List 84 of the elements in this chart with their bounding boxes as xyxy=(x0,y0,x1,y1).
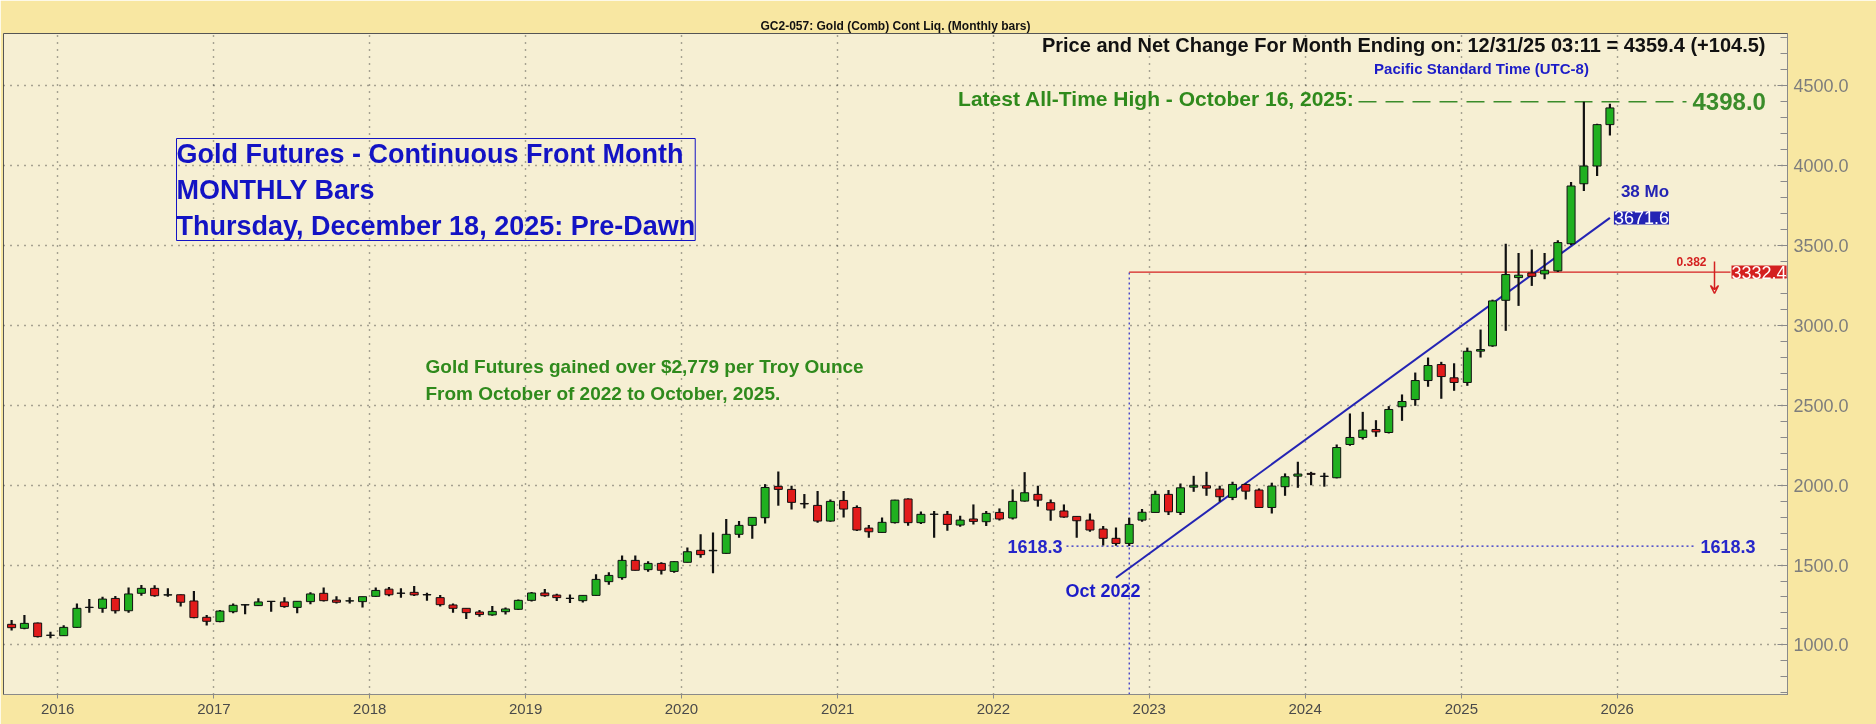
candlestick xyxy=(1033,484,1043,508)
candlestick xyxy=(1111,526,1121,547)
candlestick xyxy=(942,509,952,532)
candlestick xyxy=(45,630,55,640)
candlestick xyxy=(1527,248,1537,288)
candlestick xyxy=(1254,487,1264,509)
candlestick xyxy=(124,586,134,614)
candlestick xyxy=(1072,515,1082,539)
y-tick-label: 4000.0 xyxy=(1793,155,1849,176)
y-tick-label: 3000.0 xyxy=(1793,315,1849,336)
y-tick-label: 1500.0 xyxy=(1793,555,1849,576)
ref-line-label: 3332.4 xyxy=(1731,262,1787,283)
annotation: Latest All-Time High - October 16, 2025: xyxy=(958,87,1354,110)
ref-line-label: 4398.0 xyxy=(1692,88,1766,116)
candlestick xyxy=(721,517,731,555)
candlestick xyxy=(1085,512,1095,533)
annotation: Gold Futures gained over $2,779 per Troy Ounce From October of 2022 to October, 2025. xyxy=(425,356,864,404)
candlestick xyxy=(1514,251,1524,307)
candlestick xyxy=(1164,488,1173,517)
y-tick-label: 2500.0 xyxy=(1793,395,1849,416)
candlestick xyxy=(1384,405,1394,435)
candlestick xyxy=(1476,328,1486,359)
candlestick xyxy=(903,497,913,527)
candlestick xyxy=(396,587,406,599)
candlestick xyxy=(968,503,978,526)
candlestick xyxy=(1293,460,1303,489)
series-label: 38 Mo xyxy=(1620,182,1670,202)
candlestick xyxy=(72,602,82,629)
candlestick xyxy=(1397,393,1407,422)
x-tick-label: 2022 xyxy=(976,699,1011,717)
candlestick xyxy=(813,489,823,524)
candlestick xyxy=(189,589,199,620)
candlestick xyxy=(1124,516,1134,548)
x-tick-label: 2026 xyxy=(1600,699,1634,717)
candlestick xyxy=(1098,524,1108,547)
y-tick-label: 1000.0 xyxy=(1793,635,1849,656)
candlestick xyxy=(1605,102,1615,137)
candlestick xyxy=(787,484,797,511)
candlestick xyxy=(1228,480,1238,502)
annotation: Oct 2022 xyxy=(1065,580,1141,601)
candlestick xyxy=(1150,489,1160,514)
candlestick xyxy=(591,573,601,597)
y-tick-label: 2000.0 xyxy=(1793,475,1849,496)
y-tick-label: 3500.0 xyxy=(1793,235,1849,256)
candlestick xyxy=(773,470,783,507)
candlestick xyxy=(1345,412,1355,447)
x-tick-label: 2019 xyxy=(508,699,543,717)
candlestick xyxy=(852,504,862,533)
candlestick xyxy=(1046,498,1056,522)
x-tick-label: 2023 xyxy=(1132,699,1166,717)
x-tick-label: 2021 xyxy=(820,699,855,717)
candlestick xyxy=(1280,472,1290,497)
x-tick-label: 2018 xyxy=(353,699,387,717)
data-label: 3671.6 xyxy=(1613,208,1669,229)
candlestick xyxy=(617,554,627,581)
y-tick-label: 4500.0 xyxy=(1793,75,1849,96)
chart-subtitle: GC2-057: Gold (Comb) Cont Liq. (Monthly bars) xyxy=(760,18,1031,33)
candlestick xyxy=(929,509,939,539)
candlestick xyxy=(1267,481,1277,515)
ref-line-label: 1618.3 xyxy=(1007,536,1063,557)
candlestick xyxy=(747,516,757,540)
x-tick-label: 2024 xyxy=(1288,699,1322,717)
candlestick xyxy=(1423,356,1433,388)
candlestick xyxy=(1020,471,1030,503)
annotation: 0.382 xyxy=(1676,255,1707,269)
annotation: Pacific Standard Time (UTC-8) xyxy=(1374,60,1589,77)
candlestick xyxy=(1436,360,1446,400)
candlestick xyxy=(696,533,706,559)
candlestick xyxy=(1579,100,1589,193)
candlestick xyxy=(1540,251,1550,281)
candlestick xyxy=(1449,362,1459,392)
candlestick xyxy=(1410,371,1420,407)
text: Gold Futures - Continuous Front Month MONTHLY Bars Thursday, December 18, 2025: Pre-Dawn xyxy=(176,138,696,241)
x-tick-label: 2016 xyxy=(41,699,75,717)
x-tick-label: 2017 xyxy=(197,699,231,717)
annotation: Price and Net Change For Month Ending on: 12/31/25 03:11 = 4359.4 (+104.5) xyxy=(1041,33,1766,56)
candlestick xyxy=(839,489,849,519)
candlestick xyxy=(1201,470,1211,497)
x-tick-label: 2025 xyxy=(1444,699,1479,717)
candlestick xyxy=(825,498,835,523)
candlestick xyxy=(1008,488,1018,521)
text: 1618.3 xyxy=(1700,536,1756,557)
x-tick-label: 2020 xyxy=(664,699,699,717)
candlestick xyxy=(1358,410,1368,441)
